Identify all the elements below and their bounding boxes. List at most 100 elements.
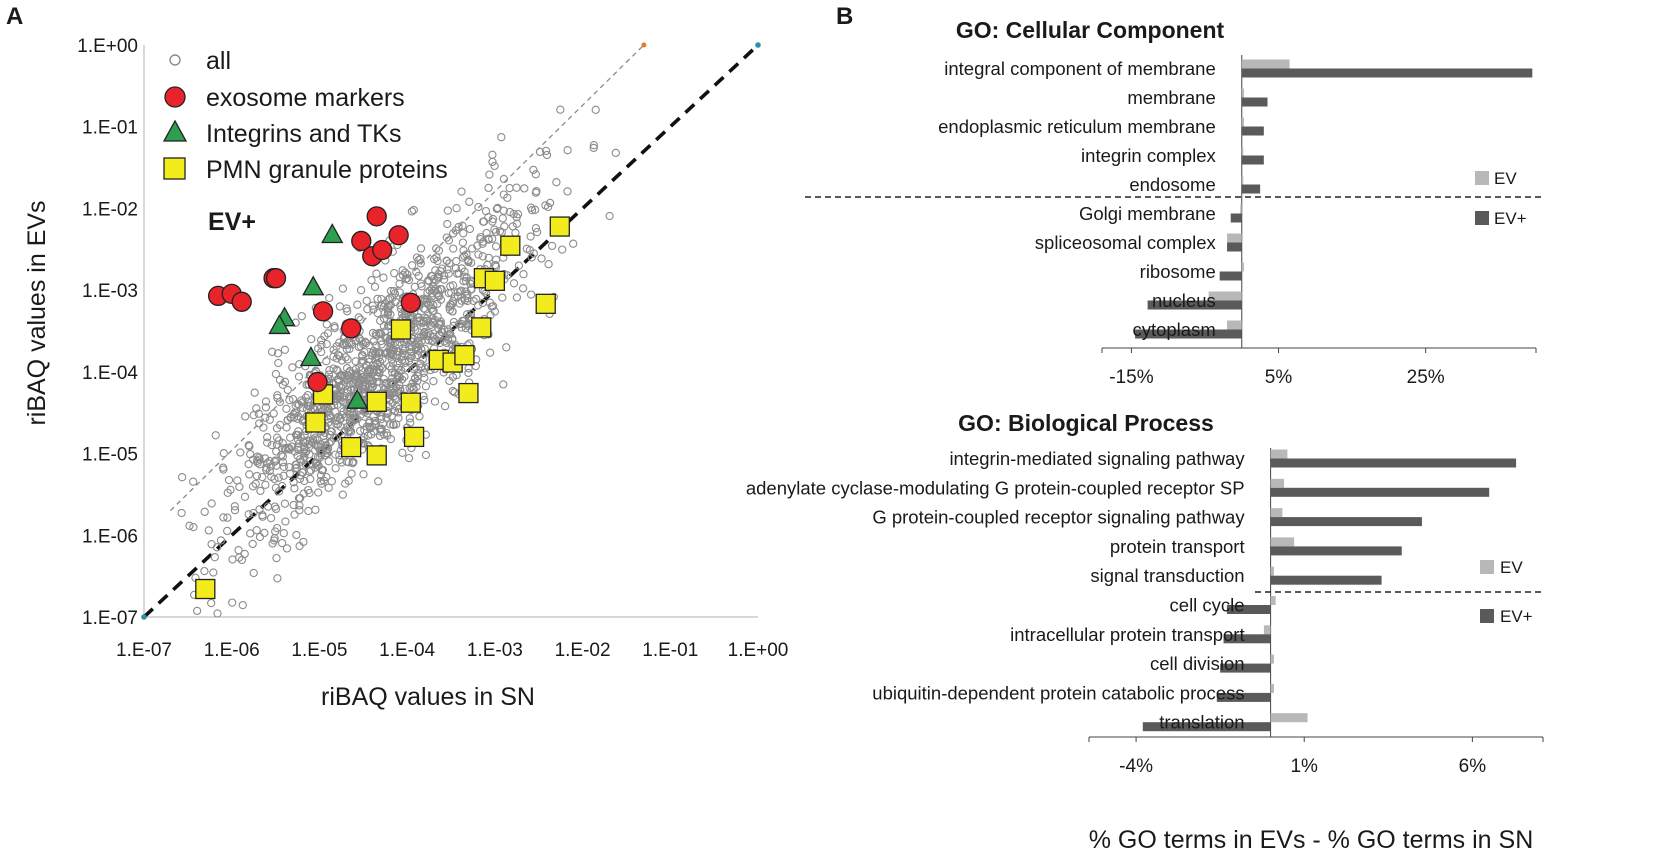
scatter-point-all — [298, 403, 307, 412]
scatter-point-all — [259, 423, 268, 432]
legend-exosome-marker — [164, 86, 186, 108]
scatter-point-all — [358, 352, 367, 361]
scatter-point-all — [338, 284, 348, 293]
scatter-point-all — [320, 332, 329, 341]
scatter-point-all — [331, 433, 341, 442]
cc-legend-ev-swatch — [1475, 171, 1489, 185]
scatter-point-all — [416, 279, 426, 288]
scatter-point-all — [395, 279, 404, 288]
scatter-point-all — [331, 416, 341, 425]
scatter-point-all — [591, 105, 600, 114]
scatter-point-all — [285, 395, 294, 405]
scatter-point-all — [449, 244, 458, 253]
scatter-point-all — [425, 286, 434, 295]
scatter-point-all — [460, 251, 469, 261]
scatter-point-all — [440, 337, 449, 346]
scatter-point-all — [267, 347, 277, 356]
cc-title: GO: Cellular Component — [956, 17, 1225, 43]
scatter-point-all — [458, 221, 467, 230]
cc-bar-evplus — [1241, 97, 1268, 107]
scatter-point-all — [275, 397, 285, 407]
scatter-point-all — [558, 245, 567, 254]
scatter-point-all — [331, 450, 340, 459]
scatter-point-all — [359, 470, 368, 479]
scatter-point-all — [371, 349, 380, 359]
cc-bar-evplus — [1241, 184, 1261, 194]
bp-bar-evplus — [1270, 487, 1490, 497]
scatter-point-all — [292, 460, 301, 470]
scatter-point-all — [427, 292, 436, 301]
scatter-point-all — [526, 203, 536, 212]
scatter-point-all — [362, 360, 371, 370]
scatter-point-all — [412, 253, 422, 262]
cc-bar-ev — [1227, 320, 1242, 330]
scatter-point-exosome — [351, 230, 372, 252]
scatter-point-all — [337, 371, 347, 380]
bp-x-tick-labels: -4% 1% 6% — [1088, 737, 1544, 777]
scatter-point-all — [226, 485, 235, 494]
scatter-point-all — [419, 316, 428, 326]
scatter-point-all — [258, 512, 267, 521]
scatter-point-all — [353, 300, 362, 309]
scatter-point-all — [211, 431, 220, 440]
scatter-point-exosome — [400, 292, 421, 313]
reference-line-identity-endpoint — [755, 42, 761, 48]
scatter-point-all — [485, 298, 495, 307]
scatter-point-all — [305, 488, 314, 498]
scatter-point-all — [447, 300, 456, 310]
scatter-point-all — [453, 269, 462, 278]
scatter-x-tick-labels: 1.E-07 1.E-06 1.E-05 1.E-04 1.E-03 1.E-02 1.E-… — [116, 640, 788, 661]
scatter-point-all — [514, 261, 524, 270]
scatter-point-all — [448, 307, 457, 316]
scatter-point-all — [605, 211, 614, 221]
scatter-point-all — [233, 476, 242, 485]
scatter-point-pmn — [195, 578, 216, 600]
scatter-point-all — [467, 244, 477, 253]
scatter-point-pmn — [471, 317, 492, 338]
scatter-point-all — [397, 355, 407, 365]
cc-bar-evplus — [1227, 242, 1242, 252]
scatter-point-all — [484, 234, 493, 243]
scatter-point-all — [423, 288, 432, 297]
scatter-point-all — [304, 506, 313, 516]
scatter-point-all — [380, 327, 389, 336]
scatter-series-highlight — [195, 206, 570, 600]
scatter-point-all — [268, 539, 277, 548]
scatter-point-all — [316, 477, 325, 486]
scatter-point-all — [244, 441, 253, 450]
scatter-point-all — [356, 342, 365, 351]
scatter-point-all — [333, 366, 342, 375]
scatter-point-all — [440, 325, 449, 334]
scatter-x-tick-label: 1.E-05 — [291, 640, 347, 661]
scatter-point-all — [499, 174, 509, 184]
scatter-point-all — [245, 442, 254, 451]
scatter-point-all — [497, 133, 506, 142]
scatter-point-all — [228, 598, 237, 607]
scatter-point-all — [492, 204, 502, 214]
cc-bar-ev — [1241, 175, 1244, 185]
scatter-point-all — [252, 404, 261, 413]
scatter-point-all — [339, 372, 348, 382]
cc-category-label: ribosome — [1140, 261, 1216, 282]
scatter-point-all — [254, 409, 263, 418]
cc-bar-ev — [1241, 59, 1290, 69]
scatter-point-all — [291, 464, 300, 473]
scatter-point-all — [255, 455, 264, 464]
scatter-point-all — [429, 317, 438, 326]
scatter-point-pmn — [500, 235, 521, 256]
scatter-point-all — [249, 411, 258, 420]
scatter-point-all — [357, 337, 366, 346]
cc-bar-evplus — [1135, 329, 1242, 339]
cc-bar-ev — [1241, 117, 1244, 127]
panel-b-letter: B — [836, 3, 853, 30]
scatter-point-all — [458, 253, 468, 262]
scatter-point-all — [316, 471, 326, 480]
scatter-point-all — [419, 331, 429, 341]
scatter-point-all — [427, 322, 437, 331]
bp-category-label: adenylate cyclase-modulating G protein-c… — [746, 477, 1245, 498]
scatter-point-all — [244, 510, 253, 519]
scatter-point-all — [386, 420, 395, 429]
scatter-point-all — [410, 374, 420, 384]
scatter-point-all — [255, 419, 264, 428]
